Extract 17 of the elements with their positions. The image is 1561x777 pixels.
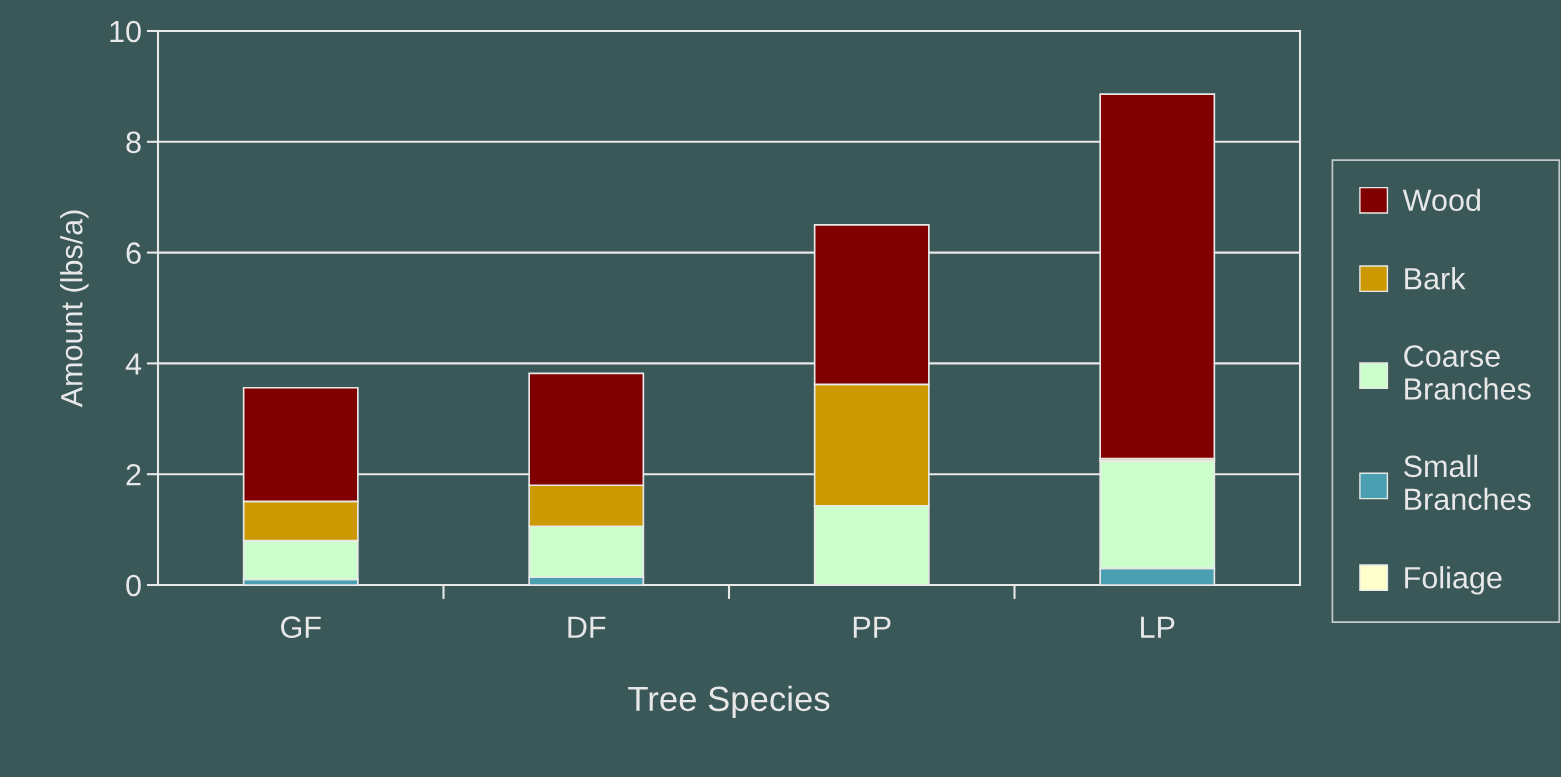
legend-label: Wood	[1402, 188, 1480, 212]
legend-label: Small Branches	[1404, 454, 1531, 511]
y-axis-title: Amount (lbs/a)	[60, 210, 89, 408]
x-tick-label: LP	[1141, 616, 1175, 638]
y-tick-label: 0	[126, 574, 141, 597]
legend-label: Coarse Branches	[1404, 345, 1531, 400]
y-tick-label: 8	[126, 131, 141, 154]
x-tick-label: DF	[568, 616, 606, 638]
x-axis-title: Tree Species	[628, 685, 830, 719]
x-tick-label: GF	[281, 616, 321, 638]
y-tick-label: 4	[125, 353, 142, 375]
legend-label: Bark	[1405, 267, 1466, 290]
x-tick-label: PP	[853, 616, 891, 638]
legend-label: Foliage	[1405, 566, 1502, 595]
y-tick-label: 2	[126, 463, 141, 486]
y-tick-label: 10	[110, 20, 141, 43]
y-tick-label: 6	[126, 242, 141, 264]
